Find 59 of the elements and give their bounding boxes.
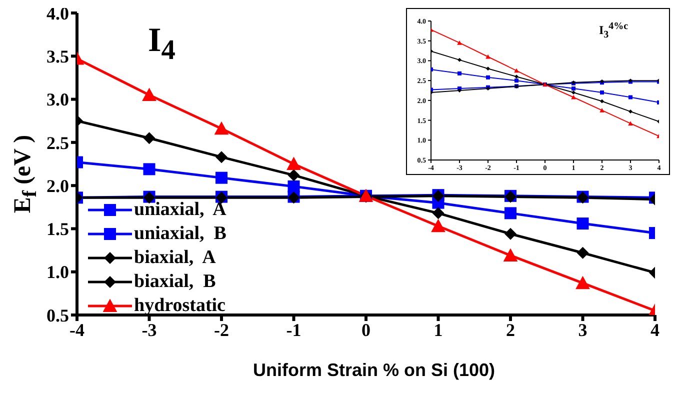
point xyxy=(216,151,228,164)
x-tick-label: 0 xyxy=(362,320,370,340)
point xyxy=(504,207,516,220)
point xyxy=(431,218,446,232)
point xyxy=(486,66,490,71)
chart-title: I$_{4}$ xyxy=(148,22,176,67)
point xyxy=(432,207,444,220)
legend-label: uniaxial, B xyxy=(134,222,226,246)
x-tick-label: -4 xyxy=(70,320,84,340)
line-series xyxy=(431,67,659,104)
point xyxy=(288,180,300,192)
point xyxy=(628,95,632,100)
y-tick-label: 2.0 xyxy=(46,176,69,196)
x-tick-label: -2 xyxy=(214,320,229,340)
x-tick-label: 3 xyxy=(578,320,588,340)
x-tick-label: 4 xyxy=(650,320,660,340)
point xyxy=(576,218,589,230)
point xyxy=(514,78,518,83)
point xyxy=(458,71,462,76)
point xyxy=(600,90,604,94)
legend-label: biaxial, A xyxy=(134,246,216,270)
point xyxy=(600,99,604,104)
point xyxy=(214,121,229,135)
point xyxy=(571,94,576,100)
legend-label: uniaxial, A xyxy=(134,198,226,222)
point xyxy=(628,121,633,126)
point xyxy=(288,169,300,182)
point xyxy=(600,108,604,112)
point xyxy=(514,68,519,73)
point xyxy=(514,74,518,79)
y-tick-label: 0.5 xyxy=(46,305,69,326)
legend-label: hydrostatic xyxy=(134,294,226,318)
x-tick-label: -1 xyxy=(286,320,302,340)
point xyxy=(143,163,156,176)
y-tick-label: 3.0 xyxy=(46,90,69,110)
point xyxy=(576,276,590,290)
point xyxy=(457,40,462,45)
x-tick-label: -3 xyxy=(142,320,157,340)
point xyxy=(142,88,156,101)
point xyxy=(143,132,156,144)
x-tick-label: 1 xyxy=(434,320,443,340)
x-axis-title: Uniform Strain % on Si (100) xyxy=(252,360,496,381)
point xyxy=(572,86,576,91)
y-tick-label: 1.5 xyxy=(46,219,69,240)
y-tick-label: 1.0 xyxy=(46,262,69,282)
point xyxy=(628,110,632,114)
point xyxy=(504,228,516,240)
point xyxy=(572,90,576,94)
point xyxy=(486,75,490,80)
y-tick-label: 3.5 xyxy=(46,46,69,67)
legend-label: biaxial, B xyxy=(134,270,216,294)
point xyxy=(503,248,518,262)
point xyxy=(576,246,589,259)
point xyxy=(486,54,490,59)
point xyxy=(286,156,301,170)
point xyxy=(216,172,228,184)
y-tick-label: 2.5 xyxy=(46,132,69,153)
point xyxy=(458,58,462,62)
x-tick-label: 2 xyxy=(506,320,515,340)
